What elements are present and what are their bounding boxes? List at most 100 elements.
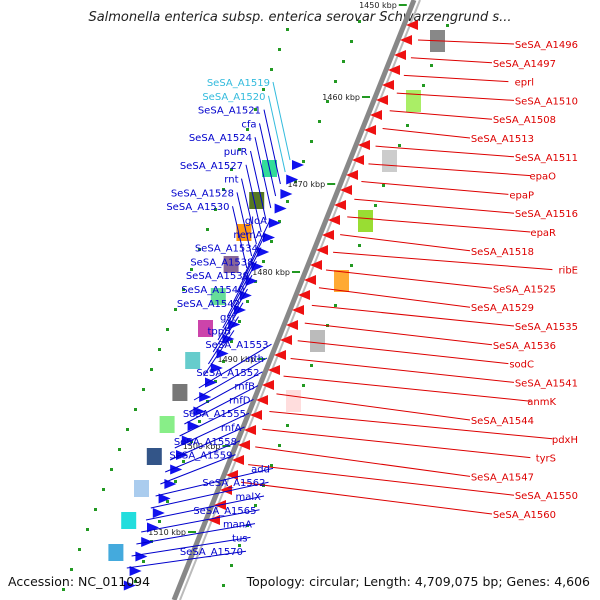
feature-arrow <box>376 95 388 105</box>
track-dot <box>134 580 137 583</box>
feature-arrow <box>382 80 394 90</box>
gene-label-left: add <box>251 464 270 475</box>
track-dot <box>350 40 353 43</box>
gene-label-left: SeSA_A1555 <box>183 409 246 420</box>
gene-label-left: SeSA_A1553 <box>205 340 268 351</box>
leader-line <box>354 198 515 214</box>
feature-arrow <box>245 276 258 286</box>
track-dot <box>334 80 337 83</box>
gene-label-left: SeSA_A1562 <box>202 478 265 489</box>
leader-line <box>198 343 272 389</box>
feature-arrow <box>152 508 165 518</box>
gene-label-right: SeSA_A1518 <box>471 247 534 258</box>
gene-label-left: gst <box>220 313 236 324</box>
gene-label-left: SeSA_A1528 <box>171 188 234 199</box>
feature-arrow <box>251 261 264 272</box>
track-dot <box>86 528 89 531</box>
track-dot <box>142 560 145 563</box>
leader-line <box>396 92 515 101</box>
leader-line <box>160 454 236 485</box>
track-dot <box>102 488 105 491</box>
gene-label-left: SeSA_A1540 <box>181 285 244 296</box>
leader-line <box>361 181 509 195</box>
feature-arrow <box>286 174 299 185</box>
gene-label-left: SeSA_A1558 <box>174 437 237 448</box>
leader-line <box>241 481 493 515</box>
feature-box <box>223 256 239 273</box>
feature-arrow <box>129 566 142 576</box>
feature-box <box>198 320 213 337</box>
leader-line <box>232 206 248 269</box>
feature-arrow <box>400 35 412 45</box>
gene-label-right: eprl <box>515 78 534 89</box>
feature-arrow <box>316 245 328 255</box>
track-dot <box>110 468 113 471</box>
track-dot <box>158 520 161 523</box>
gene-label-right: SeSA_A1513 <box>471 134 534 145</box>
leader-line <box>207 316 239 365</box>
track-dot <box>190 268 193 271</box>
gene-label-left: SeSA_A1538 <box>190 257 253 268</box>
track-dot <box>238 148 241 151</box>
leader-line <box>145 495 265 521</box>
track-dot <box>270 240 273 243</box>
leader-line <box>193 357 268 401</box>
leader-line <box>375 145 515 158</box>
track-dot <box>158 348 161 351</box>
gene-label-right: SeSA_A1535 <box>515 322 578 333</box>
feature-box <box>108 544 124 561</box>
gene-label-right: SeSA_A1547 <box>471 472 534 483</box>
feature-arrow <box>216 348 229 359</box>
scale-label: 1460 kbp <box>322 93 360 102</box>
track-dot <box>126 428 129 431</box>
feature-box <box>185 352 201 369</box>
feature-arrow <box>250 410 262 420</box>
leader-line <box>259 123 277 197</box>
feature-arrow <box>286 320 298 330</box>
track-dot <box>310 140 313 143</box>
track-dot <box>342 60 345 63</box>
leader-line <box>297 340 509 365</box>
leader-line <box>169 426 245 461</box>
feature-box <box>406 90 421 112</box>
scale-label: 1490 kbp <box>217 355 255 364</box>
gene-label-left: tppB <box>208 326 232 337</box>
feature-arrow <box>358 140 370 150</box>
track-dot <box>182 288 185 291</box>
feature-box <box>286 390 301 412</box>
feature-arrow <box>406 20 418 30</box>
leader-line <box>268 95 286 173</box>
gene-label-left: nth <box>247 354 264 365</box>
feature-box <box>146 448 162 465</box>
track-dot <box>374 204 377 207</box>
feature-arrow <box>388 65 400 75</box>
feature-arrow <box>346 170 358 180</box>
track-dot <box>166 500 169 503</box>
track-dot <box>326 100 329 103</box>
track-dot <box>270 464 273 467</box>
gene-label-left: gloA <box>245 216 267 227</box>
topology-text: Topology: circular; Length: 4,709,075 bp… <box>246 574 590 589</box>
leader-line <box>236 233 266 293</box>
gene-label-left: SeSA_A1534 <box>195 244 258 255</box>
track-dot <box>270 68 273 71</box>
gene-label-left: SeSA_A1519 <box>207 78 270 89</box>
leader-line <box>389 110 493 120</box>
track-dot <box>206 228 209 231</box>
gene-label-left: rnfD <box>229 395 251 406</box>
feature-arrow <box>268 218 281 228</box>
track-dot <box>238 320 241 323</box>
leader-line <box>179 398 254 437</box>
feature-arrow <box>170 464 183 475</box>
gene-label-right: SeSA_A1516 <box>515 209 578 220</box>
gene-label-left: manA <box>223 520 252 531</box>
leader-line <box>155 467 274 497</box>
track-dot <box>262 88 265 91</box>
scale-label: 1470 kbp <box>287 180 325 189</box>
gene-label-right: sodC <box>509 360 534 371</box>
leader-line <box>410 57 493 64</box>
track-dot <box>278 444 281 447</box>
leader-line <box>136 523 256 545</box>
